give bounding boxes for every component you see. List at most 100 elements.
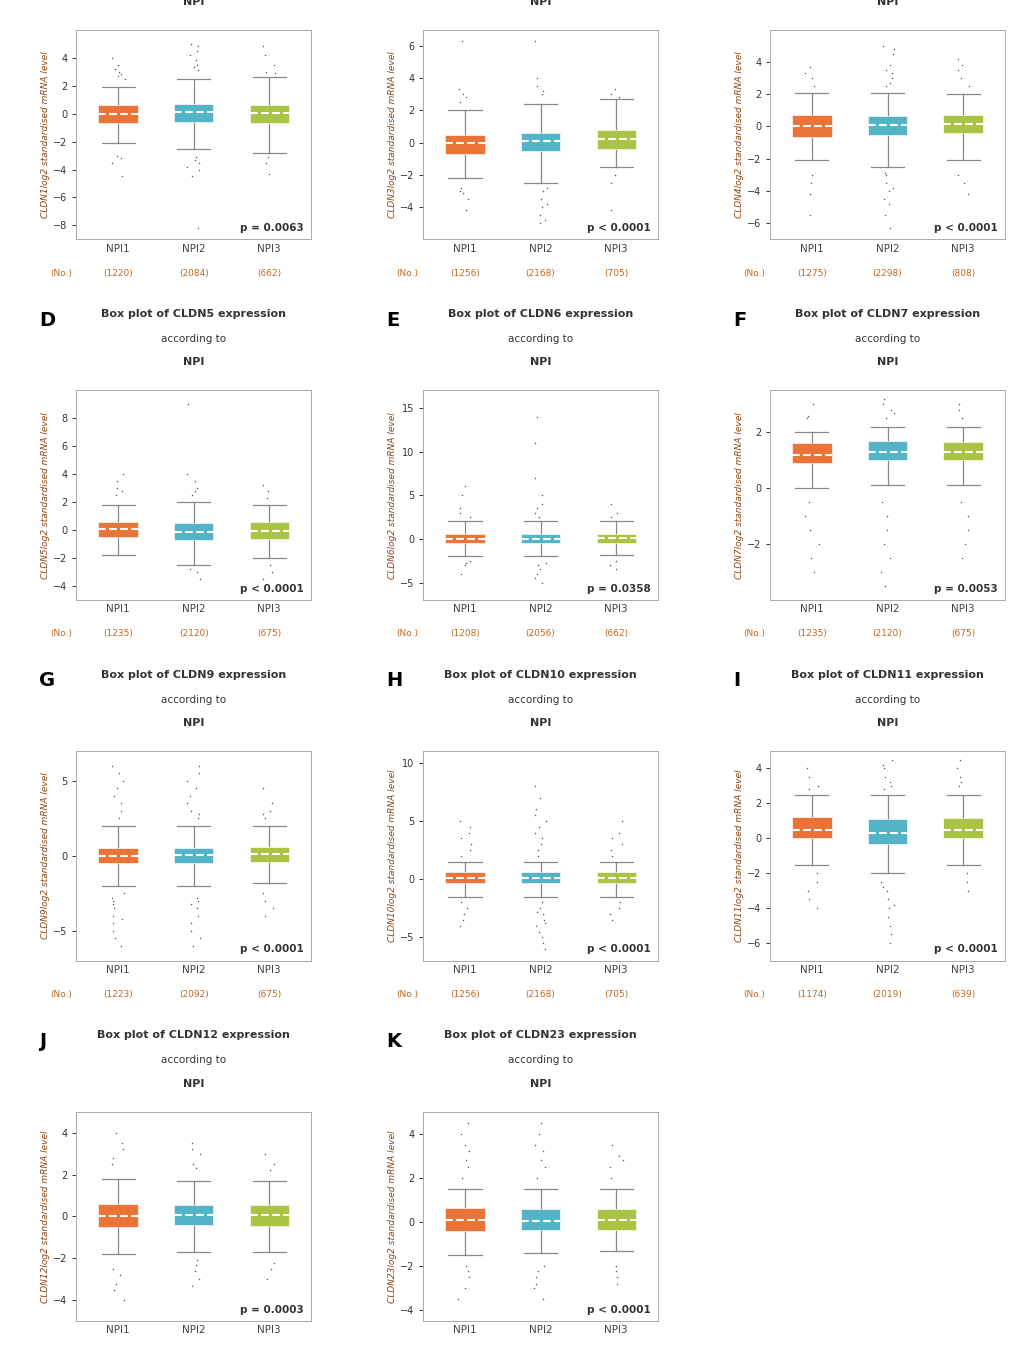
Text: NPI: NPI (530, 717, 550, 728)
Text: p < 0.0001: p < 0.0001 (933, 944, 997, 954)
Text: (No.): (No.) (396, 990, 419, 998)
Text: Box plot of CLDN10 expression: Box plot of CLDN10 expression (444, 670, 636, 680)
Text: H: H (385, 671, 401, 690)
Text: (705): (705) (603, 269, 628, 278)
Text: p < 0.0001: p < 0.0001 (587, 1305, 650, 1315)
Text: Box plot of CLDN23 expression: Box plot of CLDN23 expression (444, 1031, 636, 1040)
Text: p < 0.0001: p < 0.0001 (933, 223, 997, 234)
Text: (2092): (2092) (178, 990, 208, 998)
Bar (596, 1209, 635, 1229)
Text: (675): (675) (950, 630, 974, 639)
Text: NPI: NPI (530, 0, 550, 7)
Text: (675): (675) (257, 630, 281, 639)
Text: (No.): (No.) (743, 269, 765, 278)
Bar (98, 105, 138, 123)
Bar (867, 116, 906, 135)
Bar (867, 819, 906, 843)
Text: according to: according to (854, 334, 919, 345)
Text: (662): (662) (257, 269, 281, 278)
Bar (445, 534, 484, 543)
Text: I: I (732, 671, 739, 690)
Text: (1208): (1208) (449, 630, 480, 639)
Bar (943, 442, 982, 461)
Text: K: K (385, 1032, 400, 1051)
Text: (2120): (2120) (178, 630, 208, 639)
Bar (174, 1205, 213, 1225)
Text: NPI: NPI (182, 357, 204, 367)
Text: D: D (39, 311, 55, 330)
Bar (250, 523, 288, 539)
Text: NPI: NPI (530, 357, 550, 367)
Text: (1256): (1256) (449, 990, 480, 998)
Text: p = 0.0358: p = 0.0358 (587, 584, 650, 593)
Bar (174, 104, 213, 122)
Text: (1235): (1235) (796, 630, 826, 639)
Text: (2084): (2084) (178, 269, 208, 278)
Text: (2056): (2056) (525, 630, 555, 639)
Bar (521, 1209, 559, 1229)
Bar (445, 1208, 484, 1231)
Bar (521, 873, 559, 882)
Text: Box plot of CLDN11 expression: Box plot of CLDN11 expression (791, 670, 983, 680)
Text: (1235): (1235) (103, 630, 132, 639)
Bar (174, 523, 213, 540)
Y-axis label: CLDN4log2 standardised mRNA level: CLDN4log2 standardised mRNA level (735, 51, 744, 218)
Text: (No.): (No.) (396, 269, 419, 278)
Text: according to: according to (507, 334, 573, 345)
Text: (675): (675) (257, 990, 281, 998)
Text: p = 0.0063: p = 0.0063 (239, 223, 304, 234)
Text: Box plot of CLDN5 expression: Box plot of CLDN5 expression (101, 309, 286, 319)
Y-axis label: CLDN5log2 standardised mRNA level: CLDN5log2 standardised mRNA level (42, 412, 50, 578)
Text: (No.): (No.) (50, 630, 71, 639)
Bar (98, 521, 138, 538)
Y-axis label: CLDN1log2 standardised mRNA level: CLDN1log2 standardised mRNA level (42, 51, 50, 218)
Bar (521, 132, 559, 151)
Bar (98, 1204, 138, 1227)
Text: according to: according to (161, 1055, 226, 1066)
Bar (792, 443, 830, 463)
Text: p < 0.0001: p < 0.0001 (587, 223, 650, 234)
Bar (596, 873, 635, 882)
Text: (2168): (2168) (525, 269, 555, 278)
Bar (792, 817, 830, 839)
Text: p = 0.0053: p = 0.0053 (933, 584, 997, 593)
Text: G: G (39, 671, 55, 690)
Bar (98, 847, 138, 863)
Text: NPI: NPI (182, 0, 204, 7)
Text: according to: according to (507, 694, 573, 705)
Text: F: F (732, 311, 745, 330)
Y-axis label: CLDN10log2 standardised mRNA level: CLDN10log2 standardised mRNA level (388, 770, 396, 942)
Text: (No.): (No.) (743, 990, 765, 998)
Y-axis label: CLDN12log2 standardised mRNA level: CLDN12log2 standardised mRNA level (42, 1131, 50, 1302)
Text: (662): (662) (603, 630, 628, 639)
Text: NPI: NPI (530, 1078, 550, 1089)
Bar (943, 819, 982, 839)
Bar (250, 105, 288, 123)
Text: according to: according to (507, 1055, 573, 1066)
Y-axis label: CLDN7log2 standardised mRNA level: CLDN7log2 standardised mRNA level (735, 412, 744, 578)
Text: (705): (705) (603, 990, 628, 998)
Text: Box plot of CLDN7 expression: Box plot of CLDN7 expression (794, 309, 979, 319)
Text: according to: according to (161, 334, 226, 345)
Text: (1256): (1256) (449, 269, 480, 278)
Text: (1174): (1174) (796, 990, 826, 998)
Y-axis label: CLDN23log2 standardised mRNA level: CLDN23log2 standardised mRNA level (388, 1131, 396, 1302)
Text: (2168): (2168) (525, 990, 555, 998)
Text: (1275): (1275) (796, 269, 826, 278)
Text: (No.): (No.) (396, 630, 419, 639)
Bar (943, 115, 982, 132)
Text: NPI: NPI (182, 717, 204, 728)
Bar (792, 115, 830, 136)
Text: p < 0.0001: p < 0.0001 (587, 944, 650, 954)
Y-axis label: CLDN6log2 standardised mRNA level: CLDN6log2 standardised mRNA level (388, 412, 396, 578)
Text: (2120): (2120) (872, 630, 902, 639)
Bar (867, 440, 906, 461)
Text: (No.): (No.) (50, 990, 71, 998)
Text: p < 0.0001: p < 0.0001 (239, 944, 304, 954)
Text: (2019): (2019) (871, 990, 902, 998)
Text: NPI: NPI (876, 357, 898, 367)
Bar (596, 130, 635, 149)
Bar (445, 873, 484, 882)
Bar (596, 534, 635, 543)
Text: (1223): (1223) (103, 990, 132, 998)
